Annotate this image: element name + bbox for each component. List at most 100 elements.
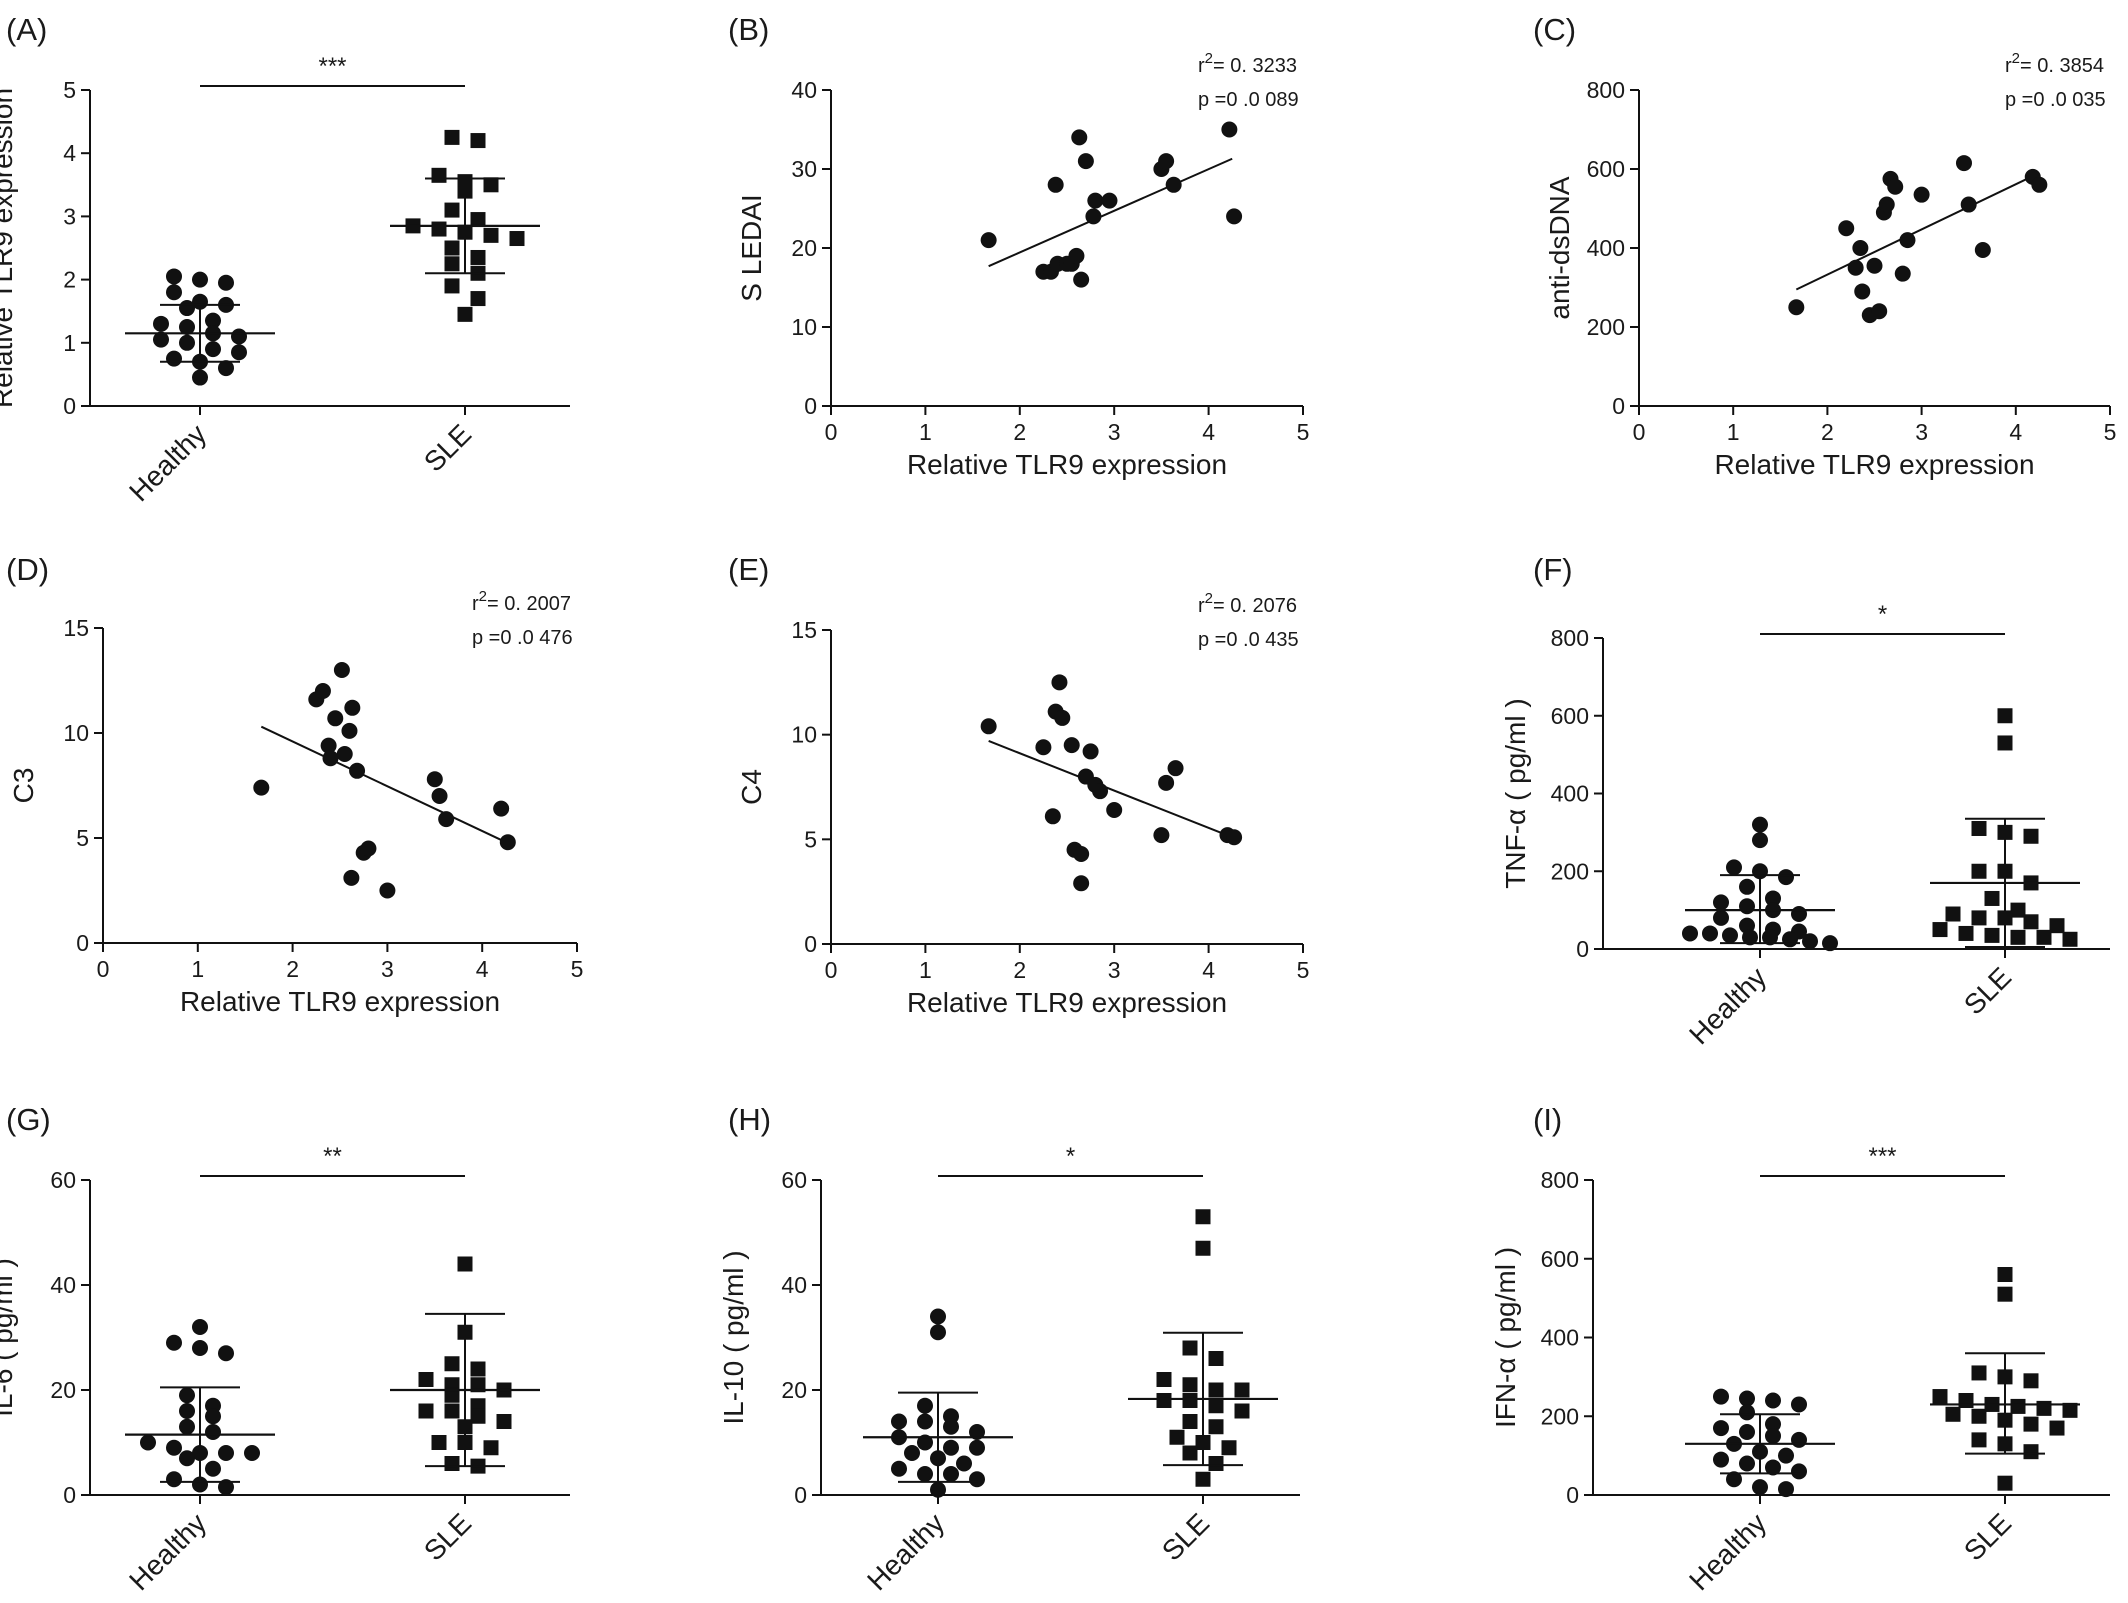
data-point [444, 278, 460, 294]
data-point [431, 167, 447, 183]
chart-panel-i: (I) 0 200 400 600 800 IFN-α ( pg/ml ) Healthy SL… [1490, 1102, 2110, 1596]
data-point [1073, 875, 1090, 892]
data-point [1739, 1455, 1755, 1472]
data-point [1156, 1372, 1172, 1387]
data-point [205, 341, 221, 358]
data-point [444, 129, 460, 145]
data-point [179, 334, 195, 351]
data-point [1051, 674, 1068, 691]
y-tick-label: 2 [63, 267, 76, 293]
data-point [1878, 196, 1895, 213]
x-tick-label: 1 [191, 956, 204, 982]
data-point [2031, 176, 2048, 193]
y-tick-label: 0 [63, 393, 76, 419]
regression-line [988, 157, 1233, 268]
data-point [1791, 1431, 1807, 1448]
data-point [192, 1319, 208, 1335]
data-point [1182, 1377, 1198, 1393]
data-point [431, 1435, 447, 1450]
data-point [943, 1466, 959, 1482]
y-tick-label: 0 [1576, 936, 1589, 962]
data-point [1195, 1240, 1211, 1256]
x-tick-label: 1 [919, 419, 932, 445]
data-point [426, 771, 443, 788]
y-axis-title: C3 [8, 768, 39, 804]
data-point [1971, 1365, 1987, 1381]
data-point [320, 737, 337, 754]
group-label: SLE [418, 1507, 477, 1566]
r-squared-label: r2= 0. 3854 [2005, 50, 2104, 77]
x-tick-label: 0 [825, 957, 838, 983]
data-point [1838, 220, 1855, 237]
panel-letter: (H) [728, 1102, 771, 1137]
y-axis-title: IL-6 ( pg/ml ) [0, 1258, 18, 1417]
group-label: Healthy [123, 418, 212, 507]
data-point [1234, 1382, 1250, 1398]
r-squared-label: r2= 0. 3233 [1198, 50, 1297, 77]
data-point [1752, 1479, 1768, 1496]
data-point [2023, 828, 2039, 844]
data-point [192, 271, 208, 288]
data-point [179, 1403, 195, 1419]
data-point [140, 1434, 156, 1451]
x-tick-label: 2 [1013, 957, 1026, 983]
data-point [1887, 178, 1904, 195]
data-point [1722, 927, 1738, 944]
group-label: SLE [1958, 961, 2017, 1020]
y-tick-label: 20 [781, 1377, 807, 1403]
panel-letter: (C) [1533, 12, 1576, 47]
data-point [379, 882, 396, 899]
data-point [470, 1408, 486, 1424]
y-axis-title: IL-10 ( pg/ml ) [718, 1250, 749, 1424]
y-axis-title: anti-dsDNA [1544, 176, 1575, 319]
data-point [1778, 1481, 1794, 1498]
y-tick-label: 200 [1551, 858, 1589, 884]
regression-line [260, 725, 507, 844]
group-label: Healthy [1683, 961, 1772, 1050]
data-point [2023, 1444, 2039, 1460]
data-point [1073, 845, 1090, 862]
data-point [1182, 1414, 1198, 1429]
data-point [1791, 1463, 1807, 1480]
data-point [969, 1424, 985, 1440]
data-point [499, 834, 516, 851]
data-point [444, 1456, 460, 1471]
data-point [1984, 927, 2000, 943]
data-point [1167, 760, 1184, 777]
data-point [336, 746, 353, 762]
data-point [179, 1387, 195, 1404]
data-point [179, 1418, 195, 1435]
panel-letter: (B) [728, 12, 769, 47]
data-point [2010, 1398, 2026, 1414]
p-value-label: p =0 .0 089 [1198, 89, 1299, 111]
data-point [1765, 1427, 1781, 1444]
data-point [218, 1445, 234, 1461]
y-tick-label: 800 [1587, 77, 1625, 103]
data-point [1726, 859, 1742, 876]
data-point [1092, 783, 1109, 800]
x-tick-label: 1 [919, 957, 932, 983]
data-point [431, 221, 447, 237]
data-point [2010, 902, 2026, 918]
data-point [470, 291, 486, 307]
data-point [1071, 129, 1088, 146]
data-point [470, 249, 486, 265]
data-point [1971, 1408, 1987, 1424]
data-point [1822, 935, 1838, 952]
y-tick-label: 600 [1587, 156, 1625, 182]
data-point [1742, 929, 1758, 946]
chart-panel-d: (D) 0 5 10 15 C3 0 1 2 3 4 5 Relative TLR9 expressio… [6, 552, 583, 1017]
p-value-label: p =0 .0 435 [1198, 629, 1299, 651]
chart-panel-b: (B) 0 10 20 30 40 S LEDAI 0 1 2 3 4 5 Relative TLR9 e… [728, 12, 1309, 480]
panel-letter: (D) [6, 552, 49, 587]
data-point [1739, 1424, 1755, 1440]
data-point [231, 344, 247, 361]
data-point [1208, 1419, 1224, 1435]
y-tick-label: 3 [63, 203, 76, 229]
r-squared-label: r2= 0. 2007 [472, 588, 571, 615]
data-point [349, 762, 366, 779]
data-point [1063, 737, 1080, 754]
data-point [457, 1256, 473, 1272]
data-point [1871, 303, 1888, 320]
data-point [1782, 931, 1798, 948]
